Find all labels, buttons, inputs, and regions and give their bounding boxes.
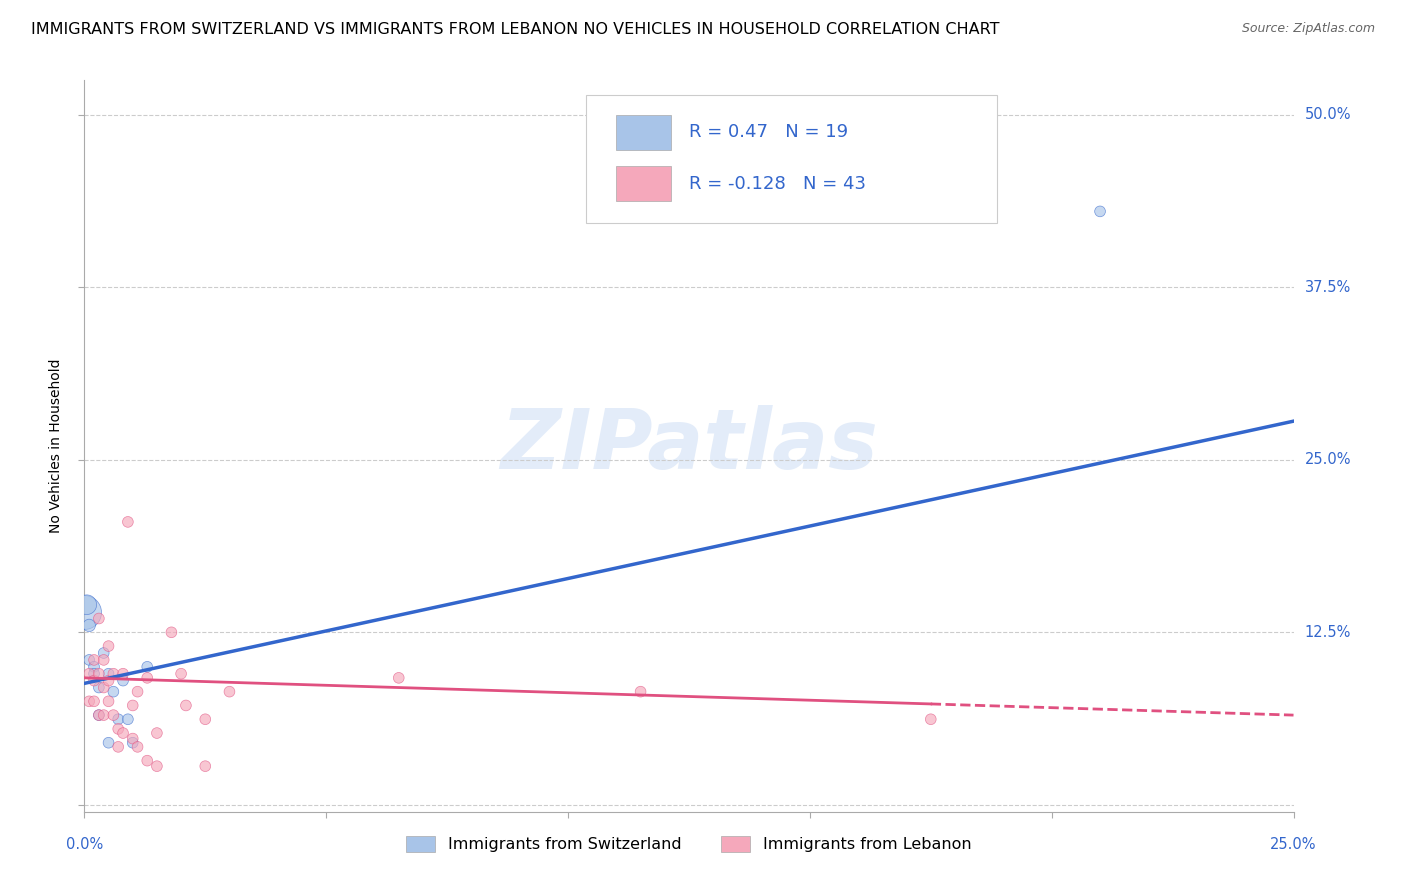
Point [83,660,105,674]
Point [194,759,217,773]
Point [146,726,169,740]
Legend: Immigrants from Switzerland, Immigrants from Lebanon: Immigrants from Switzerland, Immigrants … [399,830,979,859]
Point [87,611,110,625]
Point [76,598,98,612]
Point [146,759,169,773]
Point [117,515,139,529]
Point [87,666,110,681]
Point [103,708,125,723]
FancyBboxPatch shape [616,166,671,201]
Point [93,653,115,667]
Point [103,684,125,698]
FancyBboxPatch shape [616,115,671,150]
Point [920,712,942,726]
Text: Source: ZipAtlas.com: Source: ZipAtlas.com [1241,22,1375,36]
Point [97,673,120,688]
Point [87,708,110,723]
Text: 25.0%: 25.0% [1305,452,1351,467]
Point [97,694,120,708]
Point [136,754,159,768]
Point [77,653,100,667]
Point [97,639,120,653]
Point [77,694,100,708]
Text: R = -0.128   N = 43: R = -0.128 N = 43 [689,175,866,194]
Point [218,684,240,698]
Point [97,736,120,750]
Point [107,739,129,754]
Point [121,736,143,750]
Point [83,673,105,688]
Point [121,698,143,713]
Point [107,722,129,736]
Text: 50.0%: 50.0% [1305,107,1351,122]
Point [87,681,110,695]
Text: R = 0.47   N = 19: R = 0.47 N = 19 [689,123,848,141]
Point [77,666,100,681]
Text: 0.0%: 0.0% [66,837,103,852]
Y-axis label: No Vehicles in Household: No Vehicles in Household [49,359,63,533]
Text: IMMIGRANTS FROM SWITZERLAND VS IMMIGRANTS FROM LEBANON NO VEHICLES IN HOUSEHOLD : IMMIGRANTS FROM SWITZERLAND VS IMMIGRANT… [31,22,1000,37]
Point [194,712,217,726]
Point [388,671,411,685]
Text: ZIPatlas: ZIPatlas [501,406,877,486]
Point [630,684,652,698]
Text: 12.5%: 12.5% [1305,624,1351,640]
Point [170,666,193,681]
Point [174,698,197,713]
Point [87,708,110,723]
Point [107,712,129,726]
Point [83,653,105,667]
Point [136,660,159,674]
Point [112,726,135,740]
Point [77,618,100,632]
Text: 37.5%: 37.5% [1305,280,1351,294]
Point [160,625,183,640]
Point [83,666,105,681]
Point [136,671,159,685]
Point [112,666,135,681]
Point [103,666,125,681]
Text: 25.0%: 25.0% [1270,837,1317,852]
FancyBboxPatch shape [586,95,997,223]
Point [127,684,149,698]
Point [93,708,115,723]
Point [83,694,105,708]
Point [117,712,139,726]
Point [97,666,120,681]
Point [93,646,115,660]
Point [93,681,115,695]
Point [112,673,135,688]
Point [73,605,96,619]
Point [1088,204,1111,219]
Point [121,731,143,746]
Point [127,739,149,754]
